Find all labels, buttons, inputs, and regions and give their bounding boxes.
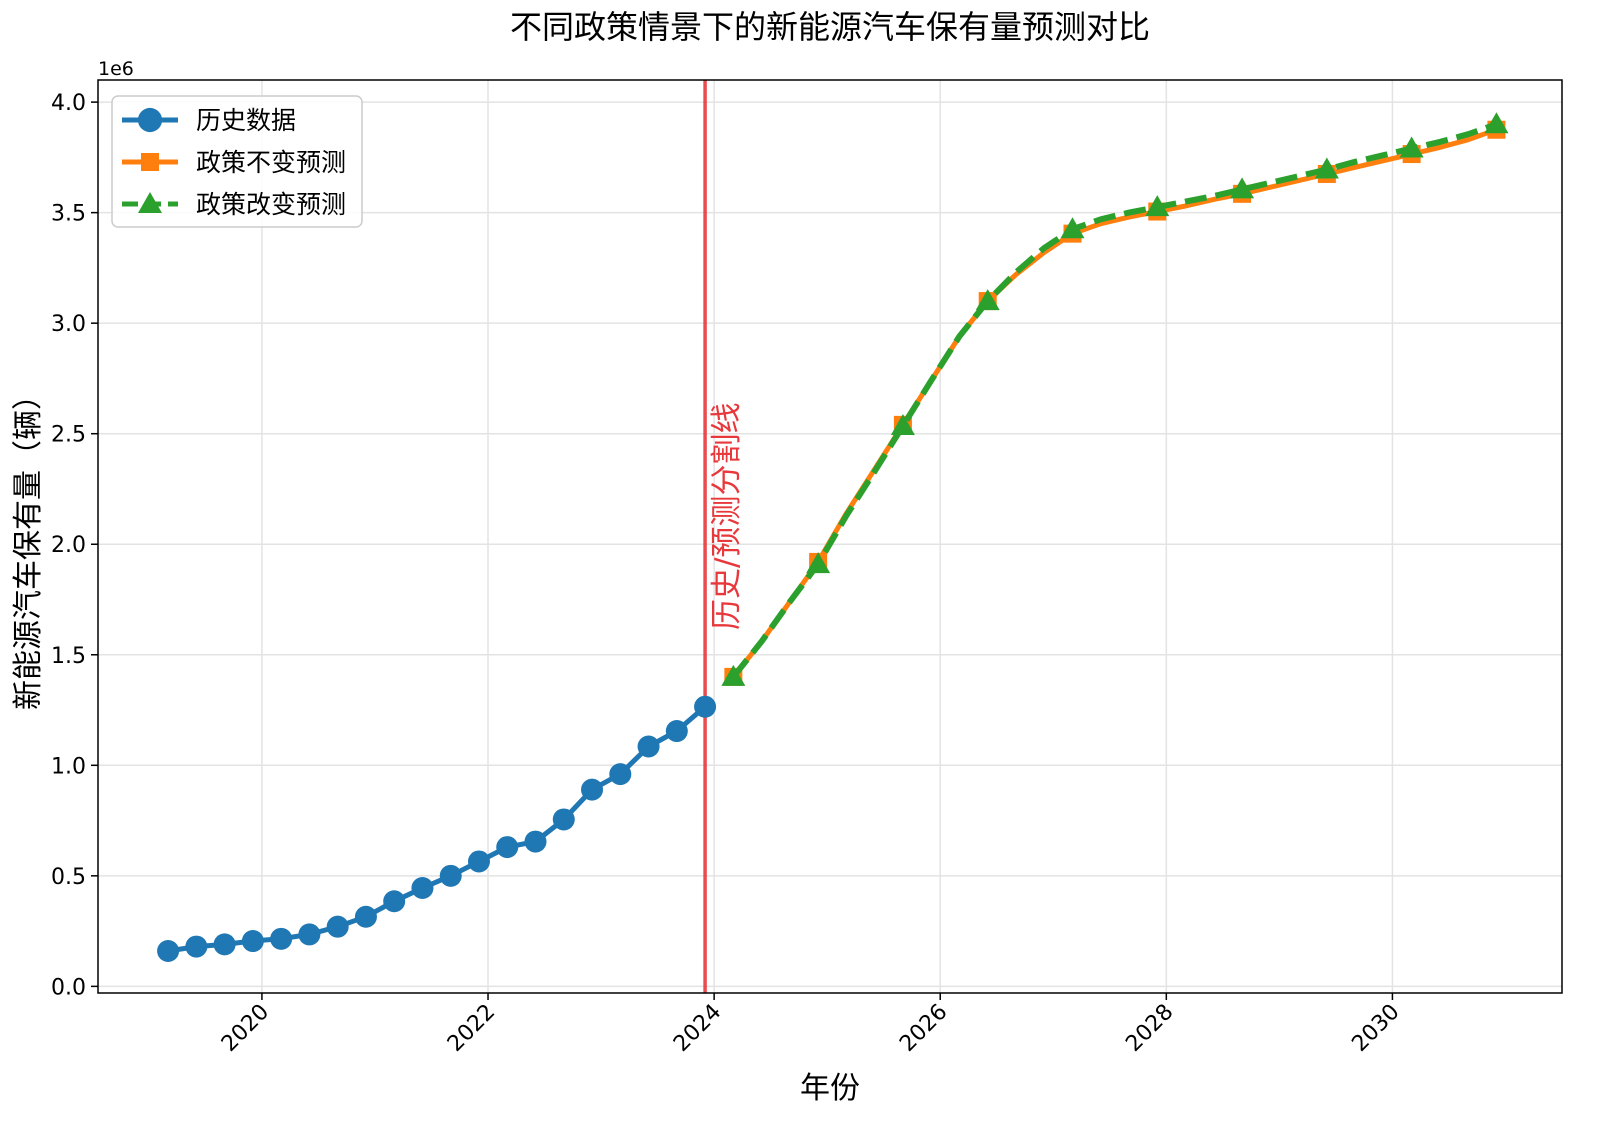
data-point	[1484, 112, 1509, 134]
data-point	[467, 850, 490, 873]
divider-group: 历史/预测分割线	[703, 80, 745, 993]
data-point	[694, 695, 717, 718]
y-tick-label: 0.0	[51, 975, 86, 1000]
legend-marker	[141, 153, 159, 171]
y-axis-label: 新能源汽车保有量（辆）	[11, 380, 46, 710]
legend-label: 政策改变预测	[196, 190, 346, 219]
data-point	[806, 552, 831, 574]
data-point	[411, 876, 434, 899]
legend-box	[111, 95, 363, 228]
data-point	[721, 664, 746, 686]
y-scale-label: 1e6	[98, 58, 134, 80]
series-group	[157, 112, 1509, 962]
data-point	[581, 778, 604, 801]
y-tick-label: 2.0	[51, 533, 86, 558]
data-point	[637, 735, 660, 758]
plot-frame	[97, 79, 1563, 994]
series-1	[157, 695, 717, 962]
data-point	[354, 905, 377, 928]
data-point	[213, 933, 236, 956]
y-tick-label: 2.5	[51, 423, 86, 448]
y-tick-label: 3.0	[51, 312, 86, 337]
data-point	[298, 923, 321, 946]
data-point	[1145, 195, 1170, 217]
data-point	[496, 836, 519, 859]
data-point	[552, 808, 575, 831]
data-point	[383, 890, 406, 913]
data-point	[439, 864, 462, 887]
y-tick-label: 4.0	[51, 91, 86, 116]
data-point	[326, 915, 349, 938]
y-tick-label: 1.5	[51, 644, 86, 669]
data-point	[1230, 177, 1255, 199]
y-tick-label: 0.5	[51, 865, 86, 890]
legend-label: 政策不变预测	[196, 148, 346, 177]
x-axis-label: 年份	[800, 1071, 860, 1106]
divider-label: 历史/预测分割线	[709, 403, 745, 630]
data-point	[157, 939, 180, 962]
data-point	[270, 927, 293, 950]
data-point	[975, 289, 1000, 311]
data-point	[609, 763, 632, 786]
legend-marker	[138, 192, 162, 213]
data-point	[1060, 217, 1085, 239]
data-point	[524, 830, 547, 853]
data-point	[665, 720, 688, 743]
data-point	[241, 930, 264, 953]
series-line	[730, 121, 1498, 679]
y-tick-label: 1.0	[51, 754, 86, 779]
data-point	[890, 413, 915, 435]
data-point	[1314, 157, 1339, 179]
series-3	[721, 112, 1509, 686]
chart-title: 不同政策情景下的新能源汽车保有量预测对比	[510, 8, 1150, 46]
legend-marker	[137, 107, 163, 133]
data-point	[185, 935, 208, 958]
legend-label: 历史数据	[196, 106, 296, 135]
data-point	[1399, 136, 1424, 158]
y-tick-label: 3.5	[51, 202, 86, 227]
